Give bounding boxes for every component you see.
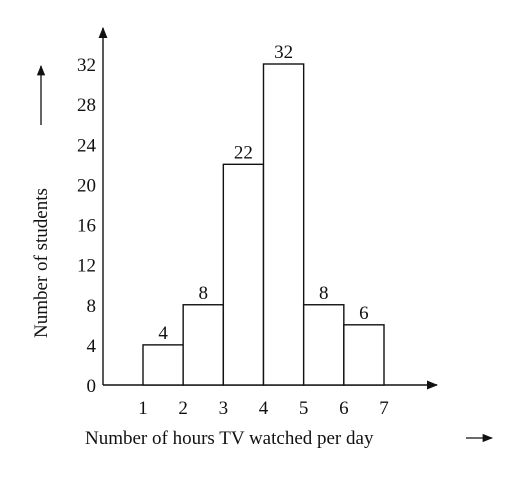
y-tick-label-8: 8 [87, 296, 97, 317]
y-tick-label-32: 32 [77, 55, 96, 76]
y-tick-label-28: 28 [77, 95, 96, 116]
data-label-4-5: 32 [274, 42, 293, 63]
bar-1-2 [142, 344, 184, 386]
data-label-6-7: 6 [359, 303, 369, 324]
x-tick-label-5: 5 [299, 398, 309, 419]
data-label-2-3: 8 [199, 283, 209, 304]
x-tick-label-6: 6 [339, 398, 349, 419]
y-tick-label-16: 16 [77, 216, 96, 237]
y-tick-label-4: 4 [87, 336, 97, 357]
bar-5-6 [302, 304, 345, 386]
x-axis-label: Number of hours TV watched per day [85, 428, 374, 449]
y-tick-label-12: 12 [77, 256, 96, 277]
x-tick-labels-group: 1 2 3 4 5 6 7 [138, 398, 389, 419]
data-label-3-4: 22 [234, 142, 253, 163]
y-tick-label-20: 20 [77, 175, 96, 196]
y-tick-label-24: 24 [77, 135, 97, 156]
bar-3-4 [222, 163, 265, 386]
y-tick-labels-group: 0 4 8 12 16 20 24 28 32 [77, 55, 97, 397]
x-tick-label-7: 7 [379, 398, 389, 419]
y-tick-label-0: 0 [87, 376, 97, 397]
x-tick-label-1: 1 [138, 398, 148, 419]
bar-4-5 [262, 63, 305, 386]
bars-group [142, 63, 385, 386]
x-tick-label-2: 2 [178, 398, 188, 419]
x-tick-label-3: 3 [219, 398, 229, 419]
bar-2-3 [182, 304, 225, 386]
bar-6-7 [343, 324, 385, 386]
x-tick-label-4: 4 [259, 398, 269, 419]
y-axis-label: Number of students [31, 188, 52, 338]
data-label-1-2: 4 [158, 323, 168, 344]
data-label-5-6: 8 [319, 283, 329, 304]
data-labels-group: 4 8 22 32 8 6 [158, 42, 368, 344]
